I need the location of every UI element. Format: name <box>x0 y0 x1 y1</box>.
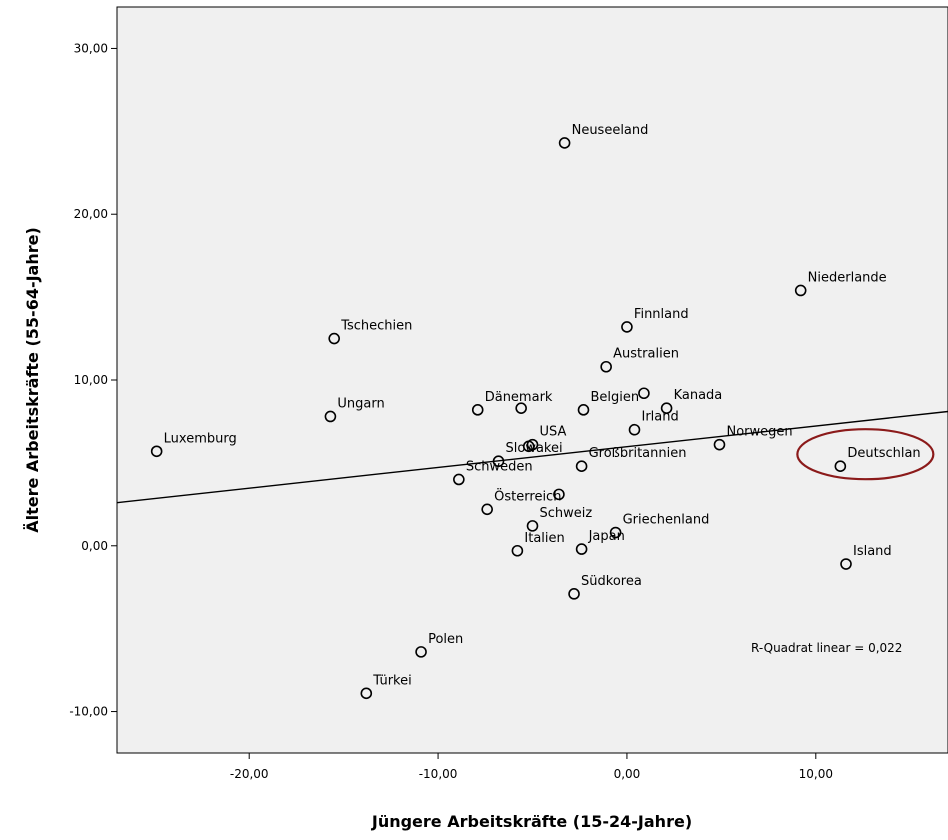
data-point <box>522 440 535 453</box>
data-point <box>511 544 524 557</box>
x-tick-label: -20,00 <box>230 767 269 781</box>
point-label: Norwegen <box>726 425 792 440</box>
data-point <box>526 520 539 532</box>
data-point <box>150 445 163 458</box>
y-axis-title: Ältere Arbeitskräfte (55-64-Jahre) <box>23 227 42 533</box>
point-label: Deutschlan <box>847 446 920 461</box>
point-label: Island <box>853 544 892 559</box>
point-label: Australien <box>613 347 679 362</box>
data-point <box>577 404 590 416</box>
point-label: Luxemburg <box>164 431 237 446</box>
point-label: Griechenland <box>623 513 710 528</box>
point-label: Neuseeland <box>572 123 649 138</box>
data-point <box>553 488 565 501</box>
data-point <box>713 438 726 451</box>
data-point <box>834 460 847 473</box>
data-point <box>794 284 807 297</box>
point-label: Japan <box>588 529 625 544</box>
y-tick-label: 30,00 <box>74 41 108 55</box>
point-label: Türkei <box>372 673 411 688</box>
data-point <box>471 404 484 416</box>
point-label: Slowakei <box>506 441 563 456</box>
data-point <box>515 402 527 414</box>
data-point <box>621 321 633 333</box>
point-label: Irland <box>641 410 678 425</box>
x-axis-title: Jüngere Arbeitskräfte (15-24-Jahre) <box>371 812 692 831</box>
data-point <box>840 558 852 570</box>
data-point <box>360 687 373 700</box>
highlight-ellipse <box>796 428 935 481</box>
point-label: Südkorea <box>581 574 642 589</box>
point-label: Ungarn <box>337 396 384 411</box>
point-label: Italien <box>524 531 564 546</box>
data-point <box>628 423 641 436</box>
x-tick-label: 0,00 <box>614 767 641 781</box>
point-label: Finnland <box>634 307 689 322</box>
data-point <box>568 588 580 600</box>
data-point <box>638 387 650 400</box>
y-tick-label: 20,00 <box>74 207 108 221</box>
point-label: Kanada <box>674 388 723 403</box>
y-tick-label: 0,00 <box>81 539 108 553</box>
data-point <box>415 646 427 658</box>
data-point <box>600 360 612 373</box>
data-point <box>660 402 673 414</box>
point-label: Dänemark <box>485 390 553 405</box>
point-label: Schweden <box>466 459 533 474</box>
point-label: Schweiz <box>540 506 593 521</box>
x-tick-label: -10,00 <box>419 767 458 781</box>
plot-area <box>116 6 948 754</box>
data-point <box>575 460 588 473</box>
data-point <box>453 473 465 486</box>
point-label: Österreich <box>494 487 561 504</box>
point-label: USA <box>540 425 567 440</box>
r-squared-annotation: R-Quadrat linear = 0,022 <box>751 641 902 655</box>
data-point <box>324 410 337 423</box>
point-label: Belgien <box>590 390 639 405</box>
y-tick-label: -10,00 <box>69 705 108 719</box>
data-point <box>481 503 493 516</box>
data-point <box>575 543 588 555</box>
data-point <box>609 526 622 539</box>
point-label: Niederlande <box>808 270 887 285</box>
y-tick-label: 10,00 <box>74 373 108 387</box>
data-point <box>558 137 571 149</box>
point-label: Polen <box>428 632 463 647</box>
point-label: Großbritannien <box>589 446 687 461</box>
data-point <box>492 455 505 468</box>
regression-line <box>116 410 948 504</box>
point-label: Tschechien <box>340 319 412 334</box>
x-tick-label: 10,00 <box>799 767 833 781</box>
data-point <box>328 332 340 345</box>
